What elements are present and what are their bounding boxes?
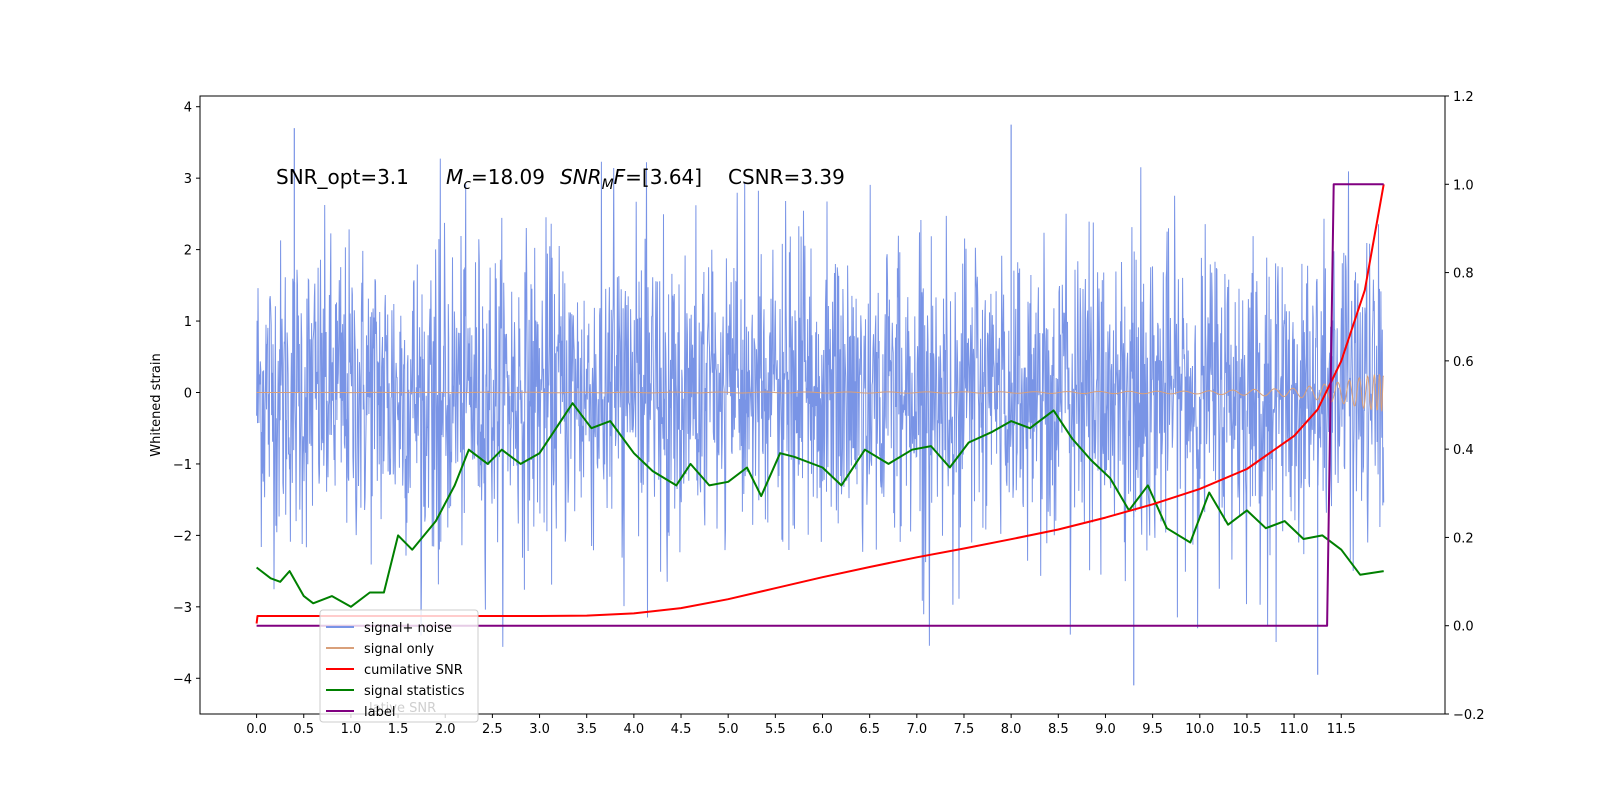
annotation-csnr: CSNR=3.39 <box>728 165 845 189</box>
x-tick-label: 7.5 <box>954 722 975 737</box>
legend-box <box>319 609 479 723</box>
x-tick-label: 0.5 <box>293 722 314 737</box>
x-tick-label: 3.5 <box>576 722 597 737</box>
legend-entries: signal+ noise signal only cumilative SNR si… <box>326 621 465 720</box>
annotation-mc-symbol: M <box>446 165 463 189</box>
x-tick-label: 10.0 <box>1185 722 1214 737</box>
x-tick-label: 1.5 <box>388 722 409 737</box>
x-tick-label: 8.5 <box>1048 722 1069 737</box>
y-tick-label: −2 <box>173 529 192 544</box>
x-tick-label: 5.5 <box>765 722 786 737</box>
x-tick-label: 5.0 <box>718 722 739 737</box>
annotation-mc-sub: c <box>463 177 471 193</box>
y-tick-label: 1 <box>184 315 192 330</box>
annotation-snrmf-symbol: SNR <box>560 165 602 189</box>
y-tick-label: 4 <box>184 101 192 116</box>
y-tick-label: 3 <box>184 172 192 187</box>
series-cumulative-snr <box>255 184 1385 624</box>
y2-tick-label: 0.2 <box>1453 531 1474 546</box>
legend-entry-label: cumilative SNR <box>364 663 463 678</box>
y-tick-label: −1 <box>173 458 192 473</box>
series-signal-noise <box>256 158 1385 647</box>
y-tick-label: 0 <box>184 386 192 401</box>
x-tick-label: 2.0 <box>435 722 456 737</box>
x-tick-label: 4.5 <box>671 722 692 737</box>
ticks-layer: 0.0 0.5 1.0 1.5 2.0 2.5 3.0 3.5 4.0 4.5 5.0 5.5 6.0 6… <box>173 90 1485 737</box>
x-tick-label: 9.5 <box>1142 722 1163 737</box>
x-tick-label: 1.0 <box>341 722 362 737</box>
x-tick-label: 9.0 <box>1095 722 1116 737</box>
x-tick-label: 11.5 <box>1327 722 1356 737</box>
annotation-snrmf-value: =[3.64] <box>625 165 702 189</box>
series-signal-only <box>256 374 1385 412</box>
y2-tick-label: 1.0 <box>1453 178 1474 193</box>
annotation-mc: Mc=18.09 <box>446 165 545 193</box>
y2-tick-label: 1.2 <box>1453 90 1474 105</box>
x-tick-label: 2.5 <box>482 722 503 737</box>
series-label <box>256 183 1384 627</box>
legend-ghost-text: lative SNR <box>369 701 436 716</box>
legend-entry-label: signal+ noise <box>364 621 452 636</box>
annotation-snrmf: SNRMF=[3.64] <box>560 165 702 193</box>
x-tick-label: 6.5 <box>859 722 880 737</box>
annotation-snr-opt: SNR_opt=3.1 <box>276 165 409 189</box>
series-layer <box>255 124 1385 686</box>
series-signal-statistics <box>255 402 1384 608</box>
y2-tick-label: 0.4 <box>1453 443 1474 458</box>
x-tick-label: 0.0 <box>246 722 267 737</box>
annotation-group: SNR_opt=3.1 Mc=18.09 SNRMF=[3.64] CSNR=3… <box>276 165 845 193</box>
x-tick-label: 11.0 <box>1280 722 1309 737</box>
y2-tick-label: −0.2 <box>1453 708 1485 723</box>
x-tick-label: 8.0 <box>1001 722 1022 737</box>
y-axis-label: Whitened strain <box>149 353 164 456</box>
y2-tick-label: 0.0 <box>1453 620 1474 635</box>
legend-entry-label: signal statistics <box>364 684 465 699</box>
x-tick-label: 7.0 <box>906 722 927 737</box>
y2-tick-label: 0.6 <box>1453 355 1474 370</box>
legend-entry-label: label <box>364 705 395 720</box>
x-tick-label: 3.0 <box>529 722 550 737</box>
y-tick-label: −4 <box>173 672 192 687</box>
y2-tick-label: 0.8 <box>1453 267 1474 282</box>
y-tick-label: 2 <box>184 244 192 259</box>
y-tick-label: −3 <box>173 601 192 616</box>
annotation-snrmf-f: F <box>614 165 626 189</box>
x-tick-label: 6.0 <box>812 722 833 737</box>
legend: lative SNR signal+ noise signal only cumil… <box>319 609 479 723</box>
annotation-snrmf-sub: M <box>602 177 614 193</box>
x-tick-label: 10.5 <box>1232 722 1261 737</box>
x-tick-label: 4.0 <box>624 722 645 737</box>
annotation-mc-value: =18.09 <box>471 165 545 189</box>
legend-entry-label: signal only <box>364 642 434 657</box>
